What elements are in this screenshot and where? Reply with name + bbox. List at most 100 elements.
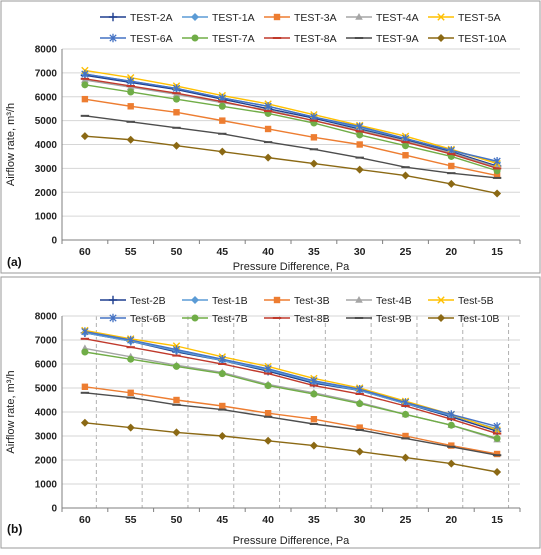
x-tick-label: 50 xyxy=(171,246,183,258)
data-point xyxy=(447,459,456,468)
data-point xyxy=(447,179,456,188)
data-point xyxy=(126,423,135,432)
legend-label: Test-7B xyxy=(212,313,248,325)
legend-item: Test-2B xyxy=(100,295,166,307)
data-point xyxy=(218,102,226,110)
data-point xyxy=(402,410,409,418)
data-point xyxy=(402,432,409,440)
x-tick-label: 35 xyxy=(308,246,320,258)
y-axis-title: Airflow rate, m³/h xyxy=(5,103,17,186)
legend-item: Test-7B xyxy=(182,313,248,325)
data-point xyxy=(493,157,501,166)
data-point xyxy=(81,69,89,79)
data-point xyxy=(356,122,364,131)
legend-item: Test-8B xyxy=(264,313,330,325)
x-tick-label: 60 xyxy=(79,246,91,258)
data-point xyxy=(310,134,318,141)
legend-label: TEST-7A xyxy=(212,33,255,45)
legend-marker xyxy=(355,13,363,20)
x-tick-label: 15 xyxy=(491,246,503,258)
x-axis-title: Pressure Difference, Pa xyxy=(233,261,350,273)
data-point xyxy=(401,453,410,462)
legend-marker xyxy=(108,295,118,305)
data-point xyxy=(127,88,135,96)
legend-label: TEST-10A xyxy=(458,33,506,45)
legend-item: Test-10B xyxy=(428,313,499,325)
x-tick-label: 40 xyxy=(262,246,274,258)
x-tick-label: 45 xyxy=(216,246,228,258)
legend-label: Test-9B xyxy=(376,313,412,325)
data-point xyxy=(80,132,89,141)
data-point xyxy=(264,153,273,162)
y-tick-label: 8000 xyxy=(35,45,58,56)
data-point xyxy=(356,424,363,431)
data-point xyxy=(127,77,135,86)
series-TEST-6A xyxy=(81,69,501,166)
data-point xyxy=(401,171,410,180)
data-point xyxy=(447,421,455,429)
y-tick-label: 8000 xyxy=(35,312,58,323)
series-Test-8B xyxy=(80,337,502,435)
y-tick-label: 1000 xyxy=(35,212,58,223)
data-point xyxy=(81,81,89,89)
data-point xyxy=(356,400,364,408)
series-TEST-8A xyxy=(80,77,502,170)
data-point xyxy=(173,109,180,116)
data-point xyxy=(173,396,180,404)
data-point xyxy=(173,95,180,103)
legend-item: Test-1B xyxy=(182,295,248,307)
legend-item: TEST-5A xyxy=(428,12,501,24)
data-point xyxy=(448,162,455,170)
data-point xyxy=(310,390,318,398)
legend-marker xyxy=(273,296,281,304)
series-line xyxy=(84,330,498,428)
x-tick-label: 45 xyxy=(216,514,228,526)
legend-item: TEST-8A xyxy=(264,33,337,45)
legend-item: TEST-9A xyxy=(346,33,419,45)
y-tick-label: 1000 xyxy=(35,480,58,491)
y-tick-label: 0 xyxy=(51,236,57,247)
legend-label: TEST-2A xyxy=(130,12,173,24)
legend-label: TEST-1A xyxy=(212,12,255,24)
data-point xyxy=(218,147,227,156)
data-point xyxy=(264,436,273,445)
legend-label: Test-1B xyxy=(212,295,248,307)
legend-item: TEST-1A xyxy=(182,12,255,24)
data-point xyxy=(493,434,501,442)
y-axis-title: Airflow rate, m³/h xyxy=(5,370,17,453)
data-point xyxy=(127,389,134,396)
y-tick-label: 4000 xyxy=(35,140,58,151)
y-tick-label: 2000 xyxy=(35,188,58,199)
x-tick-label: 30 xyxy=(354,514,366,526)
legend-marker xyxy=(273,13,281,21)
y-tick-label: 7000 xyxy=(35,336,58,347)
data-point xyxy=(493,468,502,476)
legend-item: TEST-3A xyxy=(264,12,337,24)
data-point xyxy=(309,159,318,168)
data-point xyxy=(80,418,89,427)
data-point xyxy=(126,135,135,144)
x-tick-label: 50 xyxy=(171,514,183,526)
series-line xyxy=(84,115,498,179)
x-tick-label: 55 xyxy=(125,514,137,526)
series-Test-10B xyxy=(80,418,502,476)
legend-label: TEST-9A xyxy=(376,33,419,45)
data-point xyxy=(127,103,134,110)
legend-marker xyxy=(437,314,445,322)
series-Test-3B xyxy=(81,383,501,458)
legend-label: Test-5B xyxy=(458,295,494,307)
series-Test-9B xyxy=(80,391,502,457)
legend-label: TEST-5A xyxy=(458,12,501,24)
legend-marker xyxy=(355,296,363,303)
legend-label: TEST-4A xyxy=(376,12,419,24)
legend-label: Test-4B xyxy=(376,295,412,307)
data-point xyxy=(356,141,363,148)
data-point xyxy=(310,416,318,423)
data-point xyxy=(264,410,272,417)
y-tick-label: 7000 xyxy=(35,68,58,79)
x-tick-label: 30 xyxy=(354,246,366,258)
panel-label: (b) xyxy=(7,522,22,536)
data-point xyxy=(219,117,226,124)
data-point xyxy=(264,125,272,133)
